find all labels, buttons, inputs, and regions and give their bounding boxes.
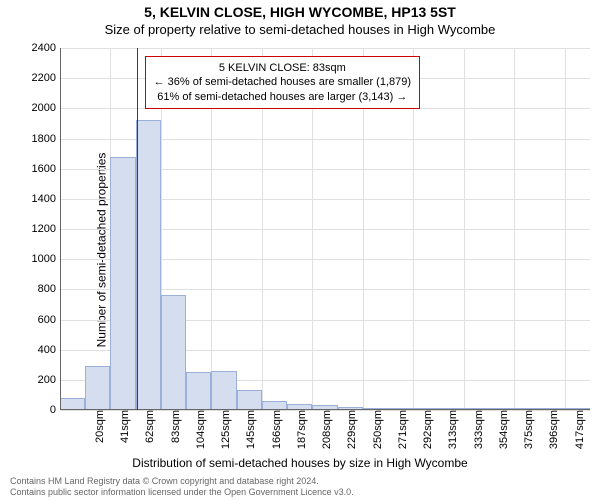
y-tick-label: 1000	[32, 253, 60, 265]
y-tick-label: 1400	[32, 193, 60, 205]
histogram-bar	[161, 295, 186, 410]
y-tick-label: 1200	[32, 223, 60, 235]
histogram-bar	[136, 120, 161, 410]
y-tick-label: 1600	[32, 163, 60, 175]
y-tick-label: 2200	[32, 72, 60, 84]
gridline-h	[60, 48, 590, 49]
chart-subtitle: Size of property relative to semi-detach…	[0, 20, 600, 37]
y-tick-label: 0	[50, 404, 60, 416]
annotation-box: 5 KELVIN CLOSE: 83sqm ← 36% of semi-deta…	[145, 56, 420, 109]
histogram-bar	[237, 390, 262, 410]
y-tick-label: 1800	[32, 133, 60, 145]
gridline-v	[565, 48, 566, 410]
footer: Contains HM Land Registry data © Crown c…	[10, 476, 590, 498]
histogram-bar	[211, 371, 236, 410]
gridline-v	[514, 48, 515, 410]
x-axis-label: Distribution of semi-detached houses by …	[0, 456, 600, 470]
y-tick-label: 800	[38, 283, 60, 295]
histogram-bar	[262, 401, 287, 410]
annotation-line2: ← 36% of semi-detached houses are smalle…	[154, 75, 411, 89]
chart-title: 5, KELVIN CLOSE, HIGH WYCOMBE, HP13 5ST	[0, 0, 600, 20]
gridline-v	[60, 48, 61, 410]
annotation-line1: 5 KELVIN CLOSE: 83sqm	[154, 61, 411, 75]
chart-container: 5, KELVIN CLOSE, HIGH WYCOMBE, HP13 5ST …	[0, 0, 600, 500]
histogram-bar	[85, 366, 110, 410]
y-tick-label: 200	[38, 374, 60, 386]
footer-line2: Contains public sector information licen…	[10, 487, 590, 498]
annotation-line3: 61% of semi-detached houses are larger (…	[154, 90, 411, 104]
y-tick-label: 400	[38, 344, 60, 356]
y-tick-label: 600	[38, 314, 60, 326]
footer-line1: Contains HM Land Registry data © Crown c…	[10, 476, 590, 487]
gridline-v	[464, 48, 465, 410]
highlight-line	[137, 48, 138, 410]
histogram-bar	[186, 372, 211, 410]
histogram-bar	[60, 398, 85, 410]
histogram-bar	[110, 157, 135, 410]
y-tick-label: 2000	[32, 102, 60, 114]
y-tick-label: 2400	[32, 42, 60, 54]
